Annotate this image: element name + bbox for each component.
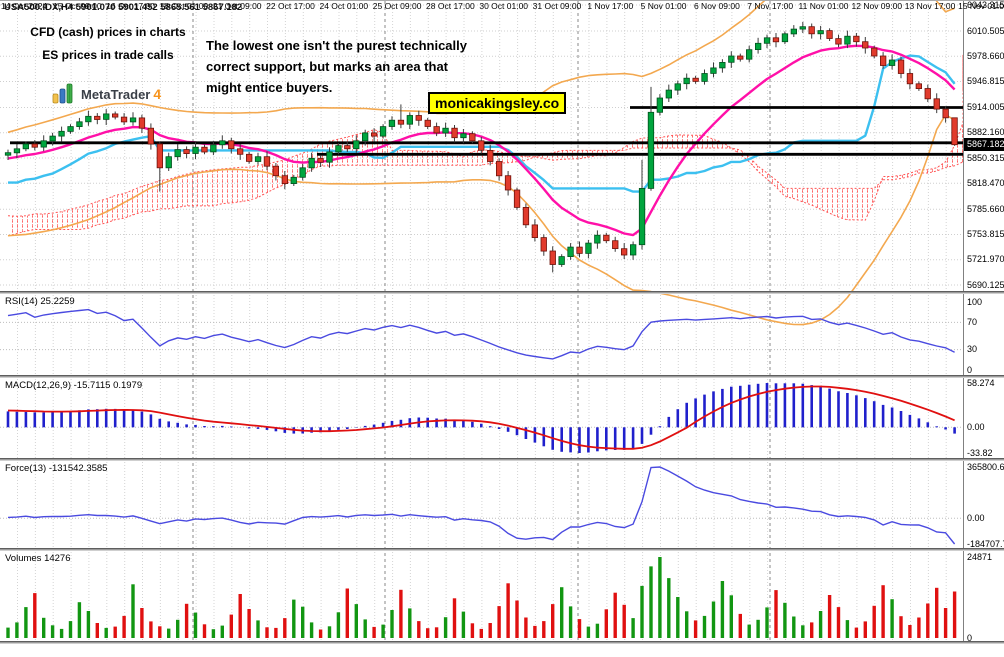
- info-note: CFD (cash) prices in charts ES prices in…: [18, 25, 198, 71]
- metatrader-logo-text: MetaTrader: [81, 86, 151, 102]
- metatrader-logo-icon: [52, 83, 73, 104]
- panel-separator: [0, 641, 1004, 644]
- current-price-tag: 5867.182: [964, 138, 1004, 151]
- panel-separator[interactable]: [0, 375, 1004, 378]
- volumes-panel-label: Volumes 14276: [5, 553, 71, 564]
- macd-panel-label: MACD(12,26,9) -15.7115 0.1979: [5, 380, 143, 391]
- chart-annotation: The lowest one isn't the purest technica…: [206, 35, 467, 98]
- rsi-panel-label: RSI(14) 25.2259: [5, 296, 75, 307]
- watermark-label: monicakingsley.co: [428, 92, 567, 114]
- metatrader-logo-number: 4: [153, 86, 162, 102]
- panel-separator[interactable]: [0, 458, 1004, 461]
- panel-separator[interactable]: [0, 548, 1004, 551]
- metatrader-logo: MetaTrader 4: [52, 83, 161, 105]
- panel-separator[interactable]: [0, 291, 1004, 294]
- annotation-line3: might entice buyers.: [206, 80, 333, 95]
- info-line1: CFD (cash) prices in charts: [30, 25, 186, 39]
- force-panel-label: Force(13) -131542.3585: [5, 463, 108, 474]
- annotation-line2: correct support, but marks an area that: [206, 59, 449, 74]
- chart-title: USA500.IDX,H4 5901.070 5901.452 5865.561…: [4, 2, 243, 13]
- annotation-line1: The lowest one isn't the purest technica…: [206, 38, 467, 53]
- info-line2: ES prices in trade calls: [42, 48, 174, 62]
